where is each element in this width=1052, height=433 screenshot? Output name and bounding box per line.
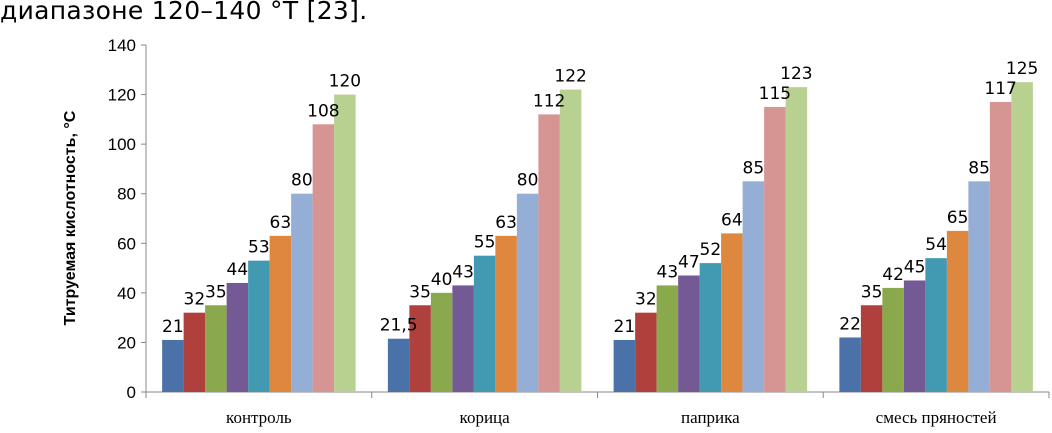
data-label: 85 (743, 158, 765, 178)
data-label: 112 (533, 91, 565, 111)
bar (430, 292, 453, 392)
text-above-chart: диапазоне 120–140 °T [23]. (0, 0, 368, 25)
bar (387, 338, 410, 392)
bar (473, 255, 496, 392)
bar (839, 337, 861, 392)
bar (269, 235, 292, 392)
x-tick-label: корица (460, 408, 511, 427)
data-label: 125 (1006, 59, 1038, 79)
data-label: 32 (184, 290, 206, 310)
y-tick-label: 140 (108, 36, 136, 55)
bar (334, 94, 356, 393)
data-label: 40 (431, 270, 453, 290)
data-label: 21,5 (380, 316, 418, 336)
bar (162, 339, 184, 392)
bar (721, 233, 743, 392)
chart-bars (162, 82, 1033, 393)
data-label: 108 (307, 101, 339, 121)
data-label: 45 (904, 257, 926, 277)
bar (635, 312, 657, 392)
y-tick-label: 100 (108, 135, 136, 154)
x-tick-label: паприка (681, 408, 740, 427)
x-tick-label: контроль (226, 408, 292, 427)
data-label: 85 (968, 158, 990, 178)
data-label: 65 (947, 208, 969, 228)
bar (291, 193, 313, 392)
data-label: 115 (759, 84, 791, 104)
data-label: 21 (162, 317, 184, 337)
bar (559, 89, 582, 392)
data-label: 42 (882, 265, 904, 285)
x-tick-label: смесь пряностей (876, 408, 997, 427)
data-label: 44 (227, 260, 249, 280)
data-label: 22 (839, 314, 861, 334)
data-label: 43 (452, 262, 474, 282)
bar (989, 102, 1012, 392)
data-label: 35 (409, 282, 431, 302)
bar (538, 114, 560, 393)
bar (452, 285, 474, 392)
bar (968, 181, 990, 392)
data-label: 63 (270, 213, 292, 233)
y-tick-label: 40 (117, 284, 136, 303)
bar (248, 260, 270, 392)
data-label: 21 (614, 317, 636, 337)
bar (226, 282, 249, 392)
y-tick-label: 80 (117, 185, 136, 204)
bar (495, 235, 517, 392)
y-axis-label: Титруемая кислотность, °С (62, 110, 79, 325)
y-tick-label: 0 (127, 383, 136, 402)
bar (656, 285, 679, 392)
data-label: 117 (984, 79, 1016, 99)
data-label: 32 (635, 290, 657, 310)
data-label: 35 (861, 282, 883, 302)
bar (205, 305, 227, 392)
bar (183, 312, 206, 392)
data-label: 63 (495, 213, 517, 233)
data-label: 53 (248, 238, 270, 258)
bar (699, 263, 722, 392)
bar (678, 275, 700, 392)
y-tick-label: 120 (108, 86, 136, 105)
bar (860, 305, 883, 392)
y-tick-label: 20 (117, 333, 136, 352)
bar (409, 305, 431, 392)
bar (882, 287, 904, 392)
data-label: 123 (780, 64, 812, 84)
data-label: 122 (554, 67, 586, 87)
data-label: 35 (205, 282, 227, 302)
bar (785, 87, 808, 392)
data-label: 120 (329, 72, 361, 92)
bar (516, 193, 539, 392)
bar (925, 258, 947, 392)
bar (903, 280, 926, 392)
data-label: 64 (721, 210, 743, 230)
bar (1011, 82, 1033, 392)
bar (764, 106, 786, 392)
data-label: 54 (925, 235, 947, 255)
bar (613, 339, 636, 392)
data-label: 43 (657, 262, 679, 282)
bar (312, 124, 335, 393)
data-label: 55 (474, 233, 496, 253)
y-tick-label: 60 (117, 234, 136, 253)
data-label: 80 (291, 171, 313, 191)
data-label: 52 (700, 240, 722, 260)
data-label: 80 (517, 171, 539, 191)
bar (946, 230, 969, 392)
chart-axes: 0 20 40 60 80 100 120 140 контроль корица паприка с… (108, 36, 1050, 427)
data-label: 47 (678, 253, 700, 273)
bar (742, 181, 765, 392)
